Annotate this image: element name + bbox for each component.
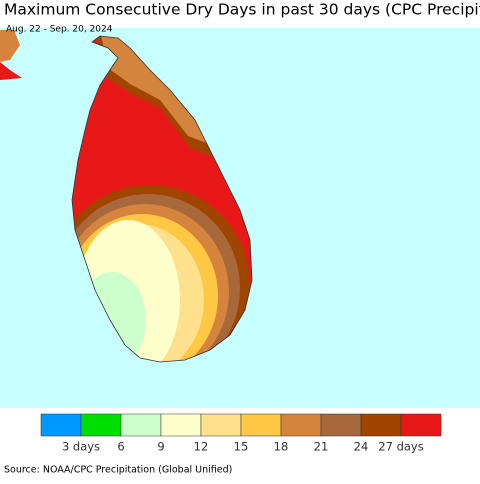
india-coast — [0, 62, 22, 80]
coastline — [71, 35, 253, 363]
legend-label: 27 days — [378, 440, 423, 454]
footer — [0, 460, 480, 480]
legend-label: 3 days — [62, 440, 100, 454]
legend-swatch — [80, 413, 122, 437]
legend-swatch — [40, 413, 82, 437]
legend-label: 18 — [274, 440, 289, 454]
legend-swatch — [280, 413, 322, 437]
legend-swatch — [200, 413, 242, 437]
title: Maximum Consecutive Dry Days in past 30 … — [4, 1, 480, 19]
legend-swatch — [120, 413, 162, 437]
subtitle: Aug. 22 - Sep. 20, 2024 — [6, 25, 113, 35]
india-coast — [0, 30, 20, 62]
legend-swatch — [240, 413, 282, 437]
legend-label: 24 — [354, 440, 369, 454]
legend-swatch — [160, 413, 202, 437]
legend-label: 12 — [194, 440, 209, 454]
source: Source: NOAA/CPC Precipitation (Global U… — [4, 465, 232, 476]
legend-swatch — [400, 413, 442, 437]
legend-swatch — [360, 413, 402, 437]
legend-label: 9 — [157, 440, 164, 454]
legend-label: 21 — [314, 440, 329, 454]
legend-label: 15 — [234, 440, 249, 454]
legend-swatch — [320, 413, 362, 437]
legend: 3 days 6 9 12 15 18 21 24 27 days — [40, 413, 442, 454]
legend-label: 6 — [117, 440, 124, 454]
